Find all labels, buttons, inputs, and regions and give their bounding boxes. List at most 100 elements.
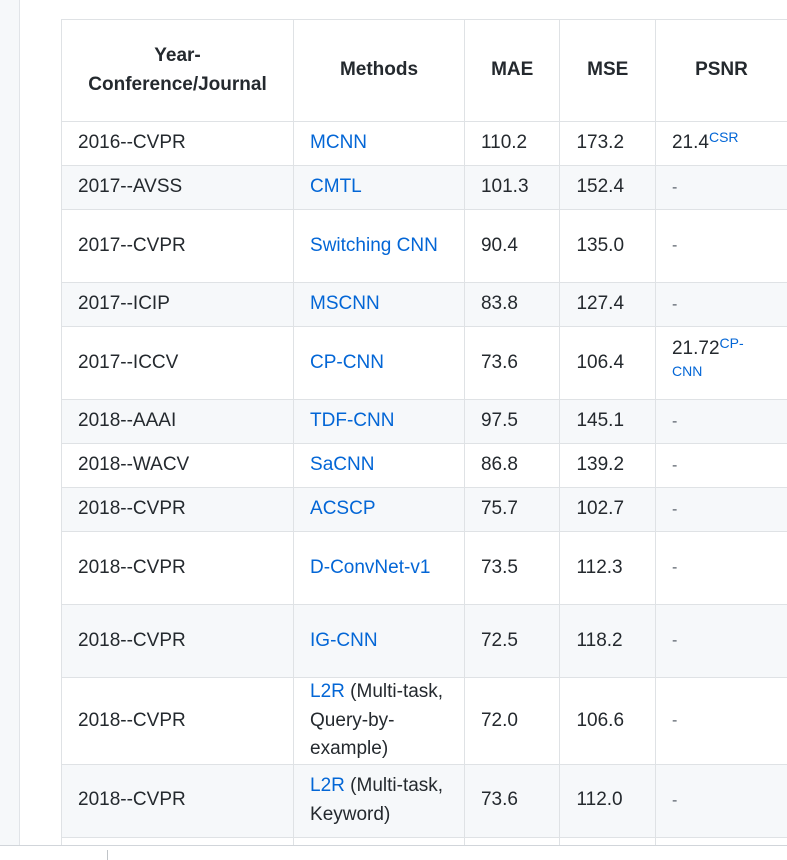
method-link[interactable]: TDF-CNN xyxy=(310,410,394,431)
header-methods: Methods xyxy=(294,20,465,122)
method-link[interactable]: D-ConvNet-v1 xyxy=(310,557,430,578)
method-link[interactable]: ACSCP xyxy=(310,498,375,519)
method-cell: L2R (Multi-task, Query-by-example) xyxy=(294,678,465,765)
year-cell xyxy=(62,837,294,845)
mse-cell: 112.0 xyxy=(560,764,656,837)
results-table: Year-Conference/Journal Methods MAE MSE … xyxy=(61,19,787,845)
psnr-cell: 21.4CSR xyxy=(655,122,787,166)
mse-cell: 135.0 xyxy=(560,210,656,283)
psnr-cell xyxy=(655,837,787,845)
header-mse: MSE xyxy=(560,20,656,122)
mae-cell: 73.6 xyxy=(464,764,560,837)
method-cell: TDF-CNN xyxy=(294,400,465,444)
header-psnr: PSNR xyxy=(655,20,787,122)
mse-cell: 152.4 xyxy=(560,166,656,210)
year-cell: 2017--AVSS xyxy=(62,166,294,210)
mse-cell: 106.4 xyxy=(560,327,656,400)
mae-cell: 72.0 xyxy=(464,678,560,765)
psnr-value: - xyxy=(672,559,677,576)
method-link[interactable]: Switching CNN xyxy=(310,235,438,256)
method-cell: MSCNN xyxy=(294,283,465,327)
year-text: 2017--ICCV xyxy=(78,352,178,373)
year-text: 2018--CVPR xyxy=(78,710,186,731)
method-cell: IG-CNN xyxy=(294,605,465,678)
year-cell: 2018--CVPR xyxy=(62,678,294,765)
psnr-cell: - xyxy=(655,210,787,283)
method-link[interactable]: MSCNN xyxy=(310,293,380,314)
year-text: 2018--CVPR xyxy=(78,498,186,519)
method-link[interactable]: IG-CNN xyxy=(310,630,378,651)
mse-cell: 118.2 xyxy=(560,605,656,678)
table-row: 2018--CVPR L2R (Multi-task, Query-by-exam… xyxy=(62,678,787,765)
psnr-value: - xyxy=(672,457,677,474)
psnr-cell: - xyxy=(655,764,787,837)
mae-cell: 101.3 xyxy=(464,166,560,210)
method-link[interactable]: CP-CNN xyxy=(310,352,384,373)
psnr-value: - xyxy=(672,179,677,196)
method-cell: CP-CNN xyxy=(294,327,465,400)
year-cell: 2018--CVPR xyxy=(62,764,294,837)
year-text: 2018--CVPR xyxy=(78,630,186,651)
mae-cell: 97.5 xyxy=(464,400,560,444)
psnr-value: - xyxy=(672,413,677,430)
method-cell: D-ConvNet-v1 xyxy=(294,532,465,605)
bottom-bar xyxy=(0,845,787,860)
psnr-cell: - xyxy=(655,444,787,488)
psnr-cell: - xyxy=(655,166,787,210)
psnr-cell: - xyxy=(655,283,787,327)
mae-cell: 72.5 xyxy=(464,605,560,678)
method-link[interactable]: L2R xyxy=(310,775,345,796)
year-text: 2017--CVPR xyxy=(78,235,186,256)
header-mae: MAE xyxy=(464,20,560,122)
psnr-cell: 21.72CP-CNN xyxy=(655,327,787,400)
year-cell: 2018--AAAI xyxy=(62,400,294,444)
psnr-value: - xyxy=(672,712,677,729)
psnr-cell: - xyxy=(655,678,787,765)
year-cell: 2017--ICCV xyxy=(62,327,294,400)
method-link[interactable]: SaCNN xyxy=(310,454,374,475)
year-text: 2018--AAAI xyxy=(78,410,176,431)
psnr-reference-link[interactable]: CSR xyxy=(709,129,739,145)
readme-content: Year-Conference/Journal Methods MAE MSE … xyxy=(19,0,787,845)
mse-cell: 139.2 xyxy=(560,444,656,488)
method-cell: SaCNN xyxy=(294,444,465,488)
psnr-value: - xyxy=(672,296,677,313)
psnr-value: - xyxy=(672,237,677,254)
method-cell: MCNN xyxy=(294,122,465,166)
year-text: 2018--WACV xyxy=(78,454,189,475)
mse-cell xyxy=(560,837,656,845)
psnr-cell: - xyxy=(655,488,787,532)
method-cell: CMTL xyxy=(294,166,465,210)
year-cell: 2017--CVPR xyxy=(62,210,294,283)
mae-cell: 73.5 xyxy=(464,532,560,605)
method-link[interactable]: MCNN xyxy=(310,132,367,153)
mae-cell: 110.2 xyxy=(464,122,560,166)
method-link[interactable]: CMTL xyxy=(310,176,362,197)
method-cell: Switching CNN xyxy=(294,210,465,283)
year-cell: 2018--WACV xyxy=(62,444,294,488)
year-text: 2018--CVPR xyxy=(78,557,186,578)
header-year: Year-Conference/Journal xyxy=(62,20,294,122)
psnr-value: 21.72 xyxy=(672,338,720,359)
psnr-value: - xyxy=(672,501,677,518)
psnr-value: 21.4 xyxy=(672,132,709,153)
mse-cell: 173.2 xyxy=(560,122,656,166)
mae-cell: 75.7 xyxy=(464,488,560,532)
mae-cell: 86.8 xyxy=(464,444,560,488)
psnr-cell: - xyxy=(655,605,787,678)
mae-cell xyxy=(464,837,560,845)
psnr-cell: - xyxy=(655,532,787,605)
year-text: 2018--CVPR xyxy=(78,789,186,810)
year-cell: 2018--CVPR xyxy=(62,605,294,678)
method-link[interactable]: L2R xyxy=(310,681,345,702)
